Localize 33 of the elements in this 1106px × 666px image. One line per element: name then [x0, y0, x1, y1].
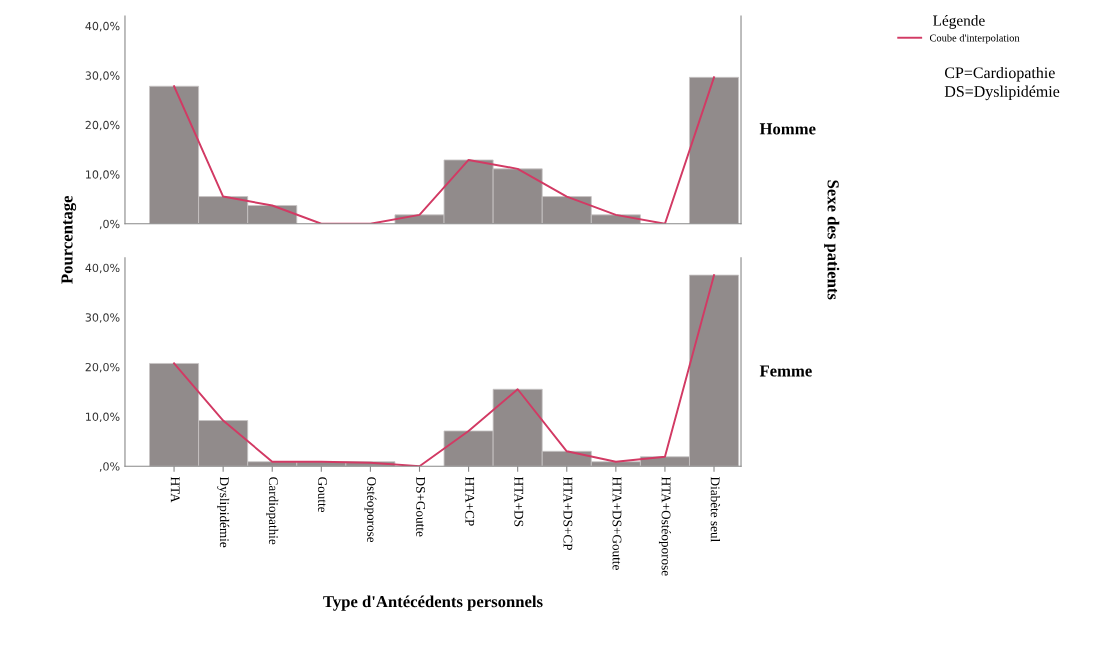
x-tick-label: Dyslipidémie: [217, 477, 230, 548]
text: Homme: [759, 123, 816, 135]
x-tick-label: HTA+CP: [465, 477, 475, 526]
line-series: [173, 274, 715, 467]
y2-axis-title: Sexe des patients: [824, 180, 840, 300]
y-tick-label: 10,0%: [86, 412, 120, 423]
text: CP=Cardiopathie: [944, 66, 1055, 82]
x-axis-title: Type d'Antécédents personnels: [323, 595, 543, 611]
x-tick-label: DS+Goutte: [416, 477, 426, 537]
x-tick-label: Cardiopathie: [266, 477, 279, 545]
y-tick-label: 40,0%: [85, 263, 120, 274]
y-tick-label: 40,0%: [85, 21, 120, 32]
text: DS=Dyslipidémie: [944, 85, 1060, 101]
y-tick-label: 30,0%: [85, 71, 120, 81]
y-tick-label: 20,0%: [85, 362, 120, 373]
y-axis-title: Pourcentage: [61, 195, 77, 284]
x-tick-label: Diabète seul: [710, 477, 721, 542]
y-tick-label: 30,0%: [85, 313, 120, 323]
y-tick-label: 20,0%: [85, 120, 120, 131]
x-tick-label: HTA+DS+Goutte: [612, 477, 622, 570]
legend-label: Coube d'interpolation: [929, 34, 1020, 44]
x-tick-label: HTA+DS: [514, 477, 524, 527]
y-tick-label: ,0%: [99, 219, 120, 230]
y-tick-label: ,0%: [99, 462, 120, 472]
y-tick-label: 10,0%: [86, 170, 120, 180]
x-tick-label: Goutte: [318, 477, 327, 513]
line-series: [173, 76, 715, 224]
x-tick-label: Ostéoporose: [364, 477, 377, 543]
x-tick-label: HTA+DS+CP: [563, 477, 573, 551]
x-tick-label: HTA: [170, 477, 180, 503]
legend-title: Légende: [933, 14, 985, 29]
x-tick-label: HTA+Ostéoporose: [658, 477, 671, 576]
text: Femme: [759, 365, 812, 377]
